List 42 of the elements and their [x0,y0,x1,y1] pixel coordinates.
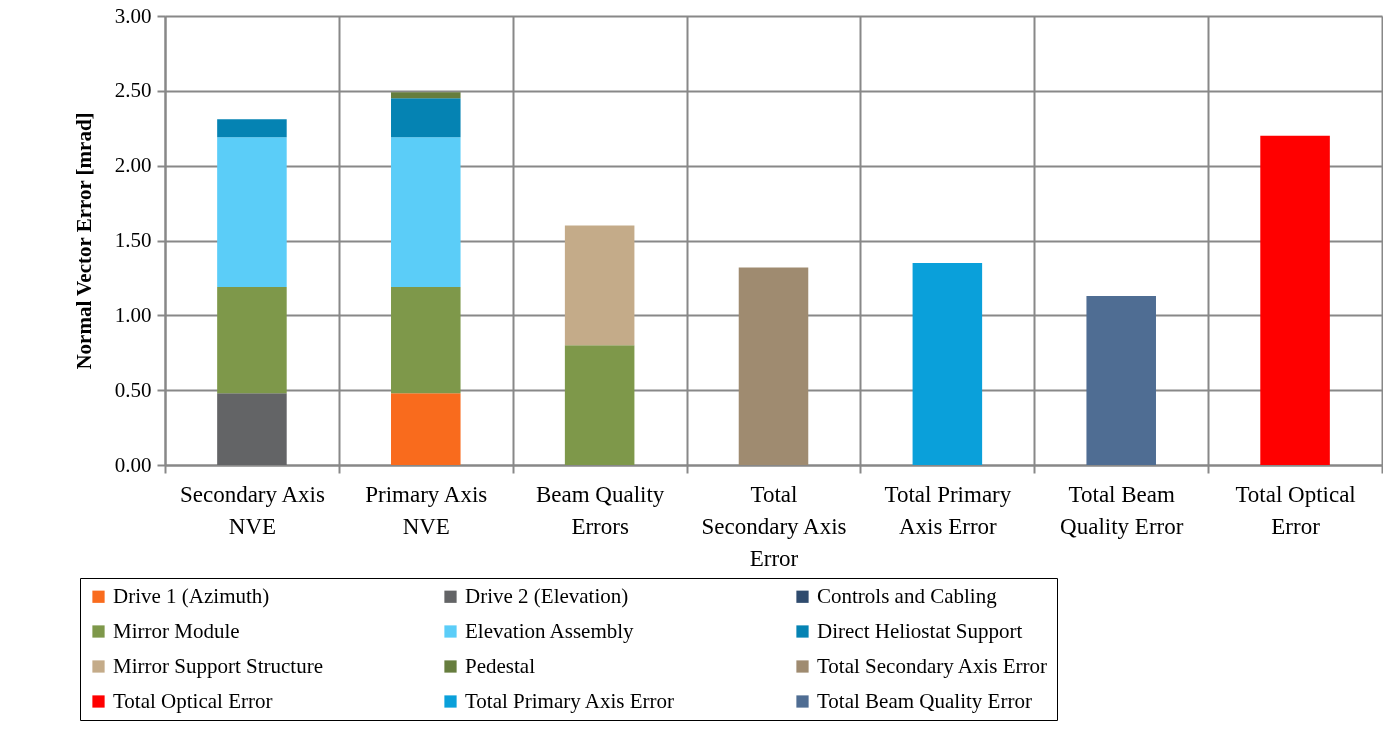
x-tick-label: Beam Quality Errors [535,481,665,539]
bar [391,92,461,99]
legend-label: Elevation Assembly [465,618,635,643]
y-tick-label: 1.50 [114,228,152,252]
bar [217,137,287,287]
bar [1086,295,1156,465]
bar [1260,135,1330,465]
legend-label: Mirror Support Structure [113,653,323,678]
x-tick-label: Primary Axis NVE [365,481,488,539]
bar [738,267,809,465]
legend-label: Pedestal [465,653,536,678]
bar [391,286,461,394]
y-tick-label: 2.50 [114,78,152,103]
y-tick-label: 2.00 [114,153,152,178]
y-tick-label: 3.00 [114,3,152,28]
bar [217,119,287,138]
x-tick-label: Total Beam Quality Error [1060,481,1184,539]
y-tick-label: 0.50 [114,377,152,402]
x-tick-label: Secondary Axis NVE [179,481,325,539]
y-tick-label: 0.00 [114,452,152,477]
bar [391,98,461,138]
x-tick-label: Total Optical Error [1235,481,1356,539]
legend-label: Direct Heliostat Support [817,618,1023,643]
bar [564,225,635,346]
bar [217,286,287,394]
x-tick-label: Total Secondary Axis Error [701,481,847,571]
y-axis-title: Normal Vector Error [mrad] [71,112,96,370]
legend-label: Drive 1 (Azimuth) [113,583,270,608]
legend-label: Total Beam Quality Error [817,688,1032,713]
bar [564,345,635,465]
bar [217,393,287,465]
x-tick-label: Total Primary Axis Error [884,481,1012,539]
legend-label: Mirror Module [113,618,240,643]
y-tick-label: 1.00 [114,302,152,327]
legend-label: Total Secondary Axis Error [817,653,1048,678]
bar [391,393,461,465]
legend-label: Drive 2 (Elevation) [465,583,629,608]
legend-label: Total Optical Error [113,688,273,713]
bar [912,262,983,465]
legend-label: Controls and Cabling [817,583,998,608]
legend-label: Total Primary Axis Error [465,688,675,713]
bar [391,137,461,287]
